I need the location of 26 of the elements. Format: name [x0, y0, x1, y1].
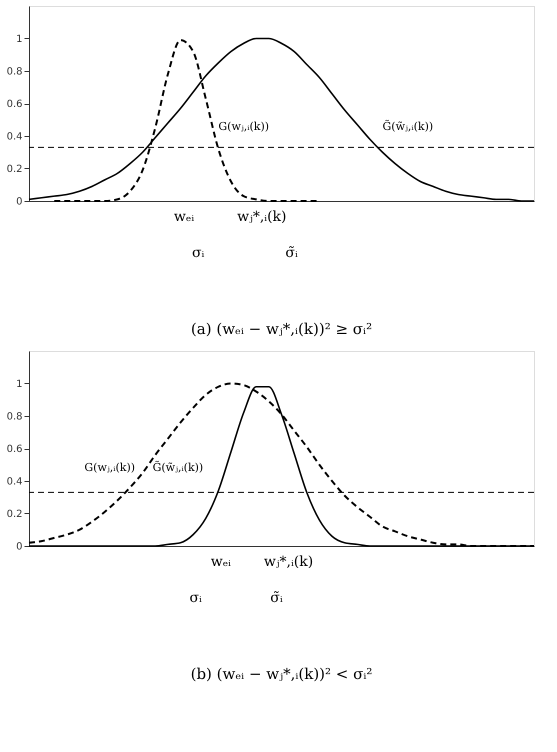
y-tick-label: 0.6: [6, 444, 22, 455]
y-tick-label: 0.4: [6, 132, 22, 142]
text: (a) (wₑᵢ − wⱼ*,ᵢ(k))² ≥ σᵢ²: [190, 320, 372, 338]
annotation: G̃(w̃ⱼ,ᵢ(k)): [382, 118, 434, 133]
y-tick-label: 0: [16, 542, 22, 552]
y-tick-label: 0.6: [6, 99, 22, 110]
text: σᵢ: [189, 590, 202, 606]
text: wₑᵢ: [174, 209, 194, 225]
y-tick-label: 1: [16, 379, 22, 390]
annotation: G̃(w̃ⱼ,ᵢ(k)): [152, 460, 204, 474]
text: σᵢ: [192, 245, 205, 261]
y-tick-label: 0.8: [6, 412, 22, 422]
text: wₑᵢ: [210, 554, 232, 570]
y-tick-label: 0.2: [6, 509, 22, 520]
annotation: G(wⱼ,ᵢ(k)): [84, 461, 136, 474]
y-tick-label: 0.2: [6, 164, 22, 175]
y-tick-label: 0.8: [6, 66, 22, 78]
text: wⱼ*,ᵢ(k): [237, 209, 286, 225]
y-tick-label: 0.4: [6, 476, 22, 488]
text: wⱼ*,ᵢ(k): [264, 554, 314, 570]
y-tick-label: 0: [16, 196, 22, 208]
text: (b) (wₑᵢ − wⱼ*,ᵢ(k))² < σᵢ²: [190, 665, 372, 683]
text: σ̃ᵢ: [285, 245, 298, 261]
y-tick-label: 1: [16, 34, 22, 45]
text: σ̃ᵢ: [270, 590, 283, 606]
annotation: G(wⱼ,ᵢ(k)): [218, 120, 270, 133]
